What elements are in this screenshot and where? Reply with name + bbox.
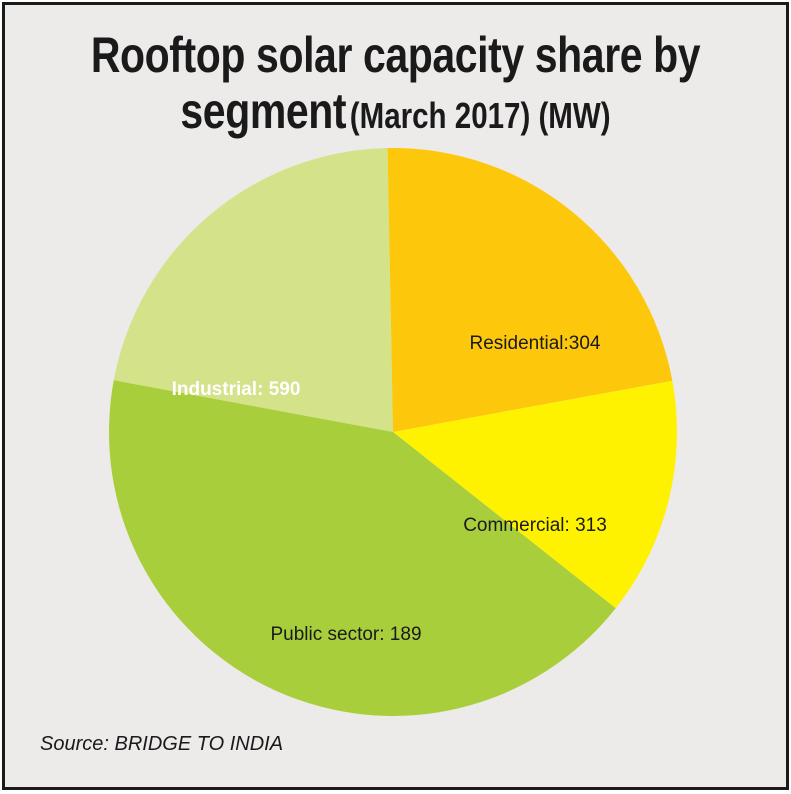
slice-label-commercial: Commercial: 313 xyxy=(463,515,607,536)
title-subtitle: (March 2017) (MW) xyxy=(349,95,611,136)
title-line-2: segment xyxy=(180,83,347,139)
pie-slice-public-sector xyxy=(393,380,677,609)
slice-label-industrial: Industrial: 590 xyxy=(172,379,301,400)
slice-label-residential: Residential:304 xyxy=(470,333,601,354)
pie-slice-industrial xyxy=(109,380,616,716)
chart-title: Rooftop solar capacity share by segment … xyxy=(75,27,715,152)
title-line-1: Rooftop solar capacity share by xyxy=(90,27,701,83)
source-note: Source: BRIDGE TO INDIA xyxy=(40,733,284,755)
pie-slice-residential xyxy=(113,148,393,432)
pie-slice-commercial xyxy=(387,148,673,433)
slice-label-public-sector: Public sector: 189 xyxy=(270,624,421,645)
